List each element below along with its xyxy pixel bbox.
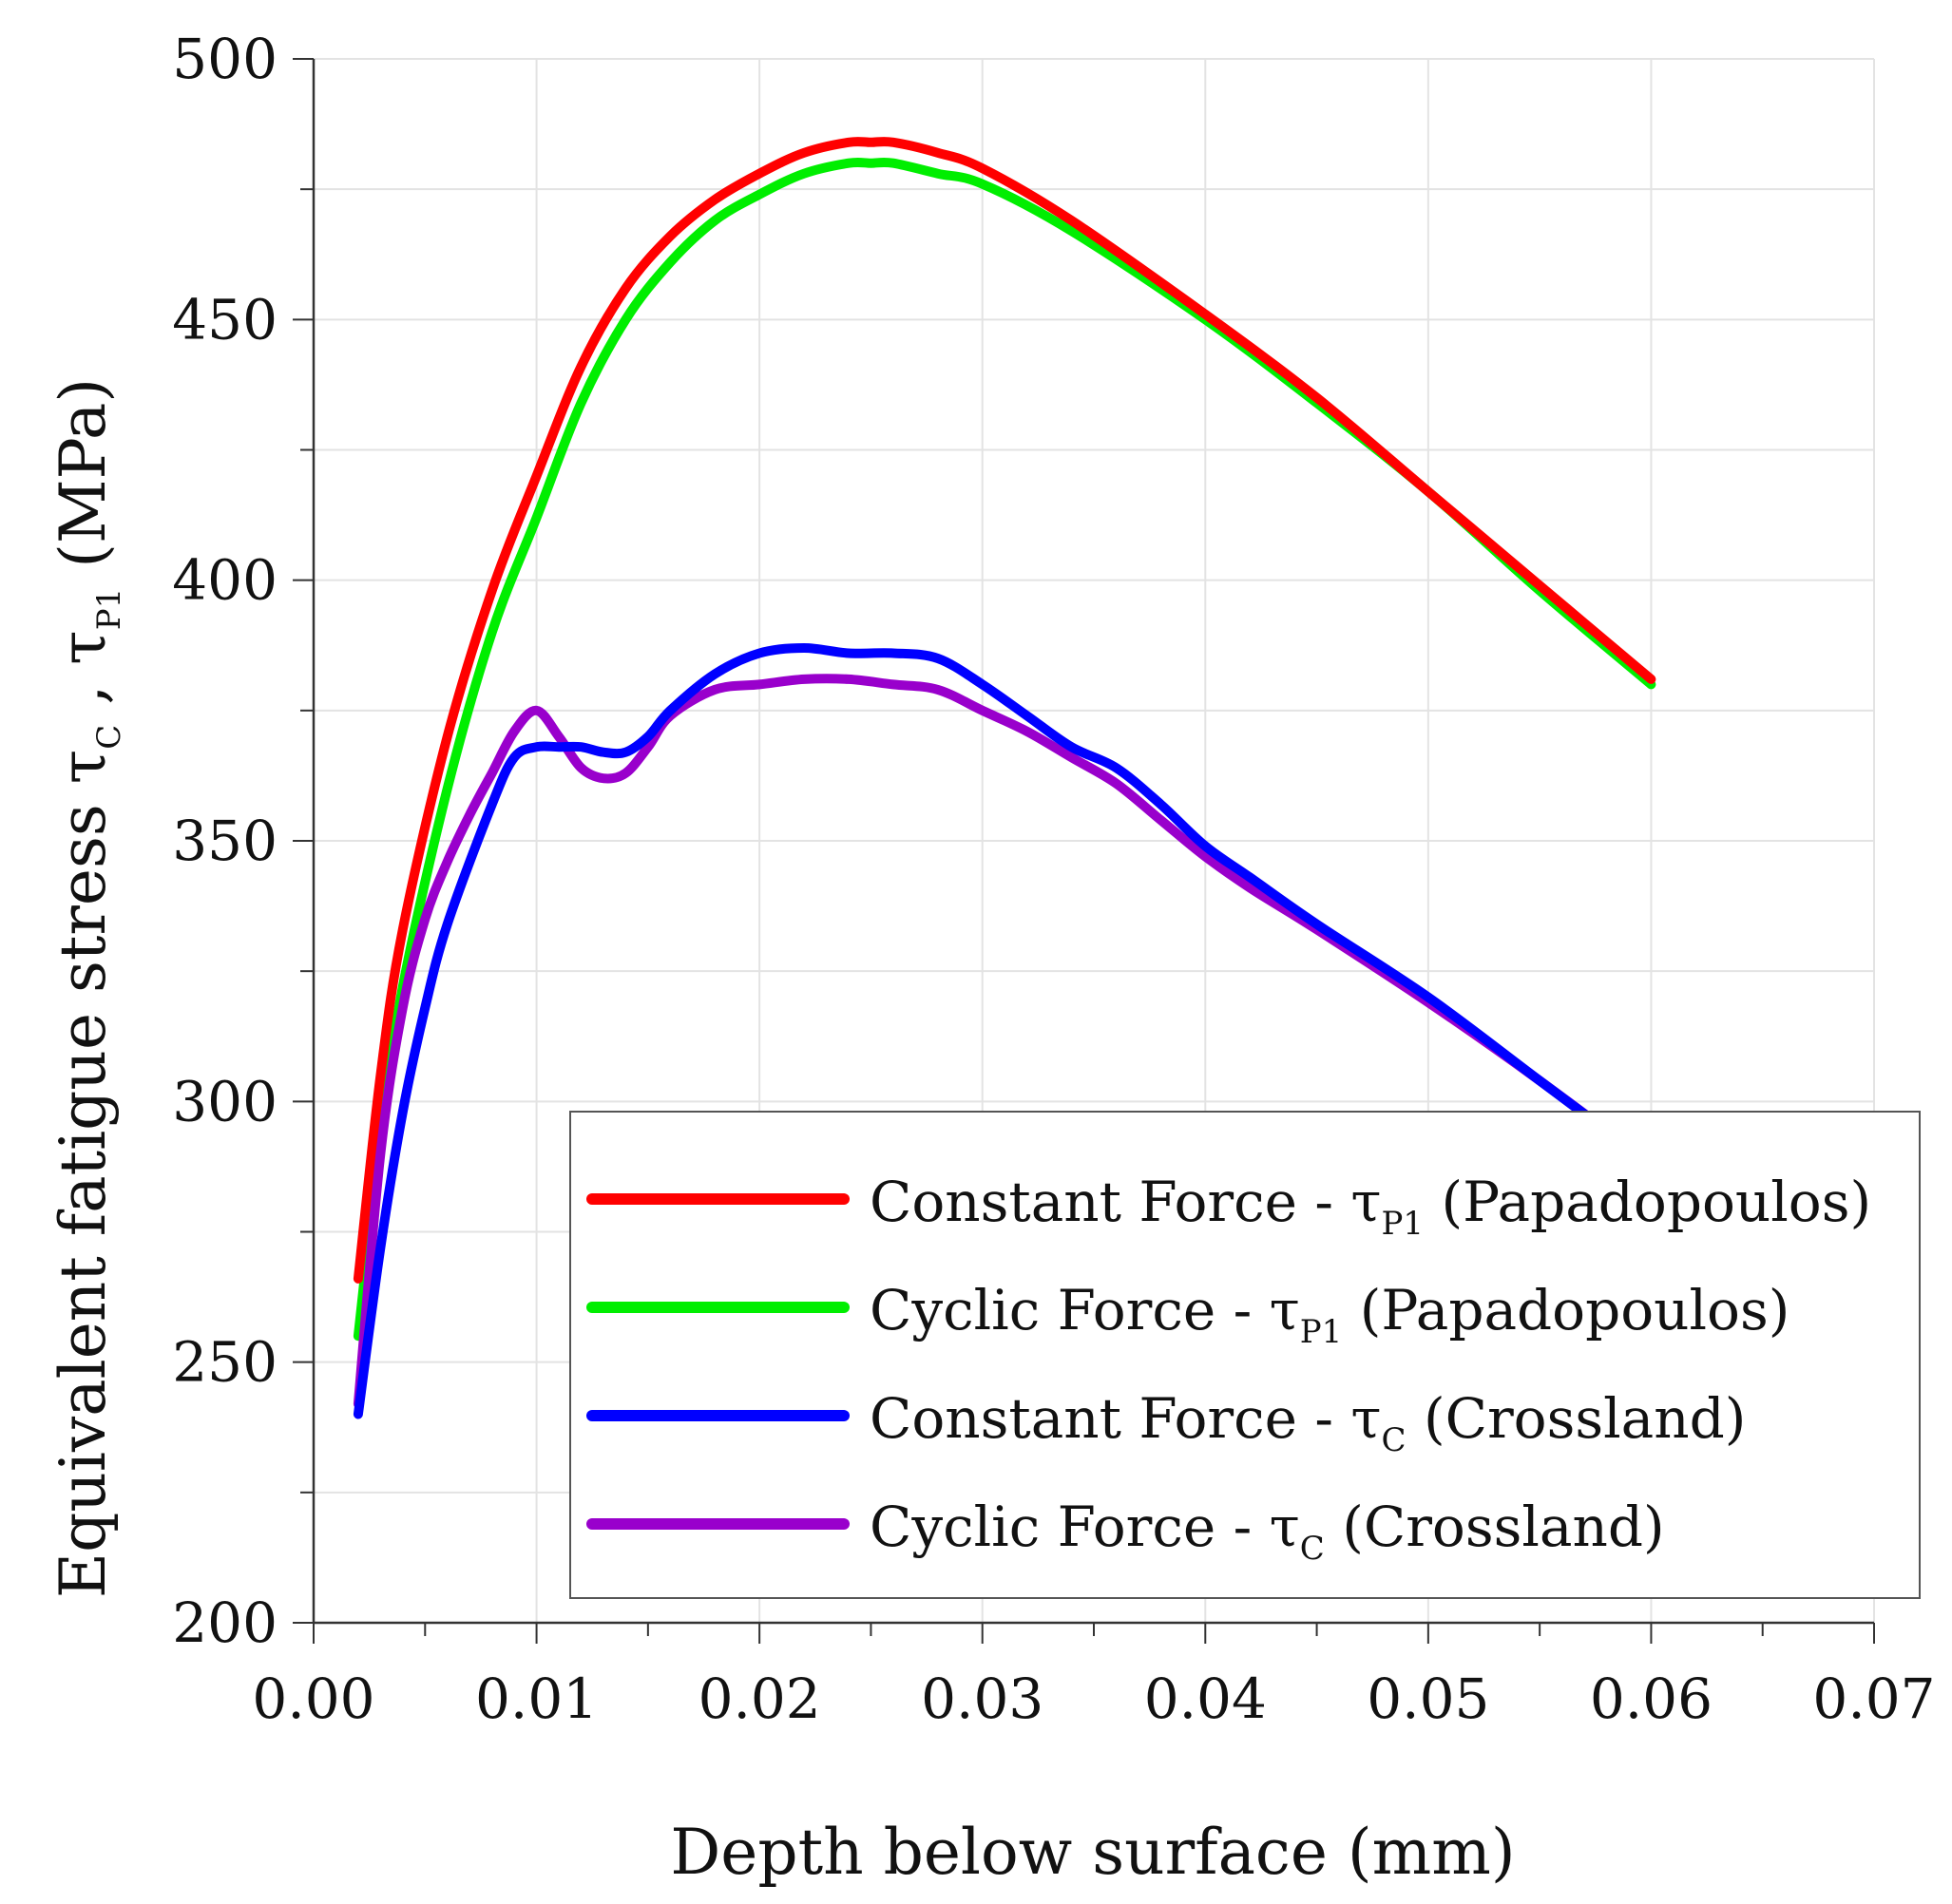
x-tick-label: 0.01 [475,1666,598,1731]
grid-lines [314,58,1875,1623]
x-tick-label: 0.05 [1367,1666,1489,1731]
x-tick-label: 0.02 [699,1666,821,1731]
x-tick-labels: 0.00 0.01 0.02 0.03 0.04 0.05 0.06 0.07 [252,1666,1935,1731]
y-tick-label: 200 [172,1590,277,1655]
legend-label-4-tau: τ [1270,1495,1300,1559]
y-axis-title: Equivalent fatigue stress τC , τP1 (MPa) [47,378,128,1598]
legend-label-3-post: (Crossland) [1407,1386,1747,1451]
x-tick-label: 0.07 [1812,1666,1935,1731]
y-axis-title-tau-1: τ [47,750,120,785]
y-tick-labels: 200 250 300 350 400 450 500 [172,27,277,1655]
legend-label-constant-papadopoulos: Constant Force - τP1 (Papadopoulos) [870,1170,1871,1243]
legend-label-3-sub: C [1382,1421,1407,1459]
y-tick-label: 500 [172,27,277,91]
legend-label-3-pre: Constant Force - [870,1386,1350,1451]
legend-label-cyclic-papadopoulos: Cyclic Force - τP1 (Papadopoulos) [870,1278,1789,1351]
series-line-cyclic-crossland [353,674,1656,1409]
series-line-constant-papadopoulos [353,137,1656,1284]
legend-label-constant-crossland: Constant Force - τC (Crossland) [870,1386,1746,1459]
legend-label-2-tau: τ [1270,1278,1300,1342]
y-axis-title-subscript-2: P1 [90,588,128,631]
legend-box [569,1111,1921,1599]
legend-label-cyclic-crossland: Cyclic Force - τC (Crossland) [870,1495,1665,1568]
y-tick-label: 350 [172,809,277,873]
y-axis-title-subscript-1: C [90,725,128,750]
legend-label-1-pre: Constant Force - [870,1170,1350,1234]
y-axis-title-suffix: (MPa) [47,378,120,588]
y-tick-label: 450 [172,287,277,352]
legend-label-2-sub: P1 [1300,1313,1343,1351]
y-tick-label: 300 [172,1069,277,1133]
y-tick-label: 400 [172,548,277,613]
legend-label-1-tau: τ [1350,1170,1381,1234]
legend-label-3-tau: τ [1350,1386,1381,1451]
x-tick-label: 0.03 [921,1666,1043,1731]
y-axis-title-tau-2: τ [47,630,120,665]
legend-label-2-pre: Cyclic Force - [870,1278,1270,1342]
legend-label-1-sub: P1 [1382,1205,1425,1243]
legend: Constant Force - τP1 (Papadopoulos) Cycl… [569,1111,1921,1599]
x-tick-label: 0.06 [1590,1666,1713,1731]
legend-label-4-post: (Crossland) [1325,1495,1665,1559]
x-tick-label: 0.00 [252,1666,374,1731]
legend-label-4-sub: C [1300,1530,1325,1568]
series-line-constant-crossland [353,643,1656,1419]
legend-label-2-post: (Papadopoulos) [1342,1278,1789,1342]
legend-label-1-post: (Papadopoulos) [1424,1170,1871,1234]
x-axis-title: Depth below surface (mm) [670,1816,1515,1889]
plot-lines [353,137,1656,1419]
y-axis-title-prefix: Equivalent fatigue stress [47,784,120,1598]
x-tick-label: 0.04 [1144,1666,1267,1731]
tick-marks [293,58,1875,1644]
y-tick-label: 250 [172,1330,277,1395]
y-axis-title-separator: , [47,665,120,725]
legend-label-4-pre: Cyclic Force - [870,1495,1270,1559]
